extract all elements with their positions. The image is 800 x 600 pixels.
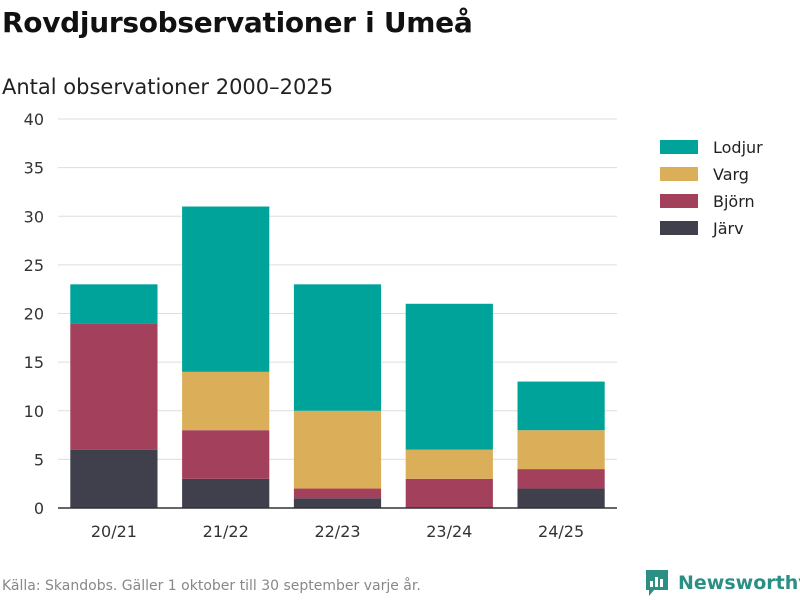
- y-tick-label: 30: [24, 207, 44, 226]
- bar-bj-rn: [293, 488, 382, 499]
- bar-j-rv: [70, 449, 158, 508]
- bar-varg: [182, 371, 270, 431]
- y-tick-label: 40: [24, 110, 44, 129]
- brand: Newsworthy: [644, 568, 800, 598]
- y-tick-label: 20: [24, 305, 44, 324]
- bar-j-rv: [182, 478, 270, 508]
- x-tick-label: 21/22: [203, 522, 249, 541]
- legend-swatch: [660, 194, 698, 208]
- newsworthy-logo-icon: [646, 570, 668, 596]
- legend-swatch: [660, 167, 698, 181]
- bar-lodjur: [405, 303, 493, 450]
- x-tick-label: 24/25: [538, 522, 584, 541]
- bar-lodjur: [182, 206, 270, 372]
- y-tick-label: 15: [24, 353, 44, 372]
- brand-name: Newsworthy: [678, 572, 800, 594]
- x-tick-label: 20/21: [91, 522, 137, 541]
- chart-subtitle: Antal observationer 2000–2025: [2, 75, 334, 99]
- legend-label: Järv: [712, 219, 744, 238]
- legend-swatch: [660, 221, 698, 235]
- bar-bj-rn: [517, 469, 605, 489]
- source-note: Källa: Skandobs. Gäller 1 oktober till 3…: [2, 578, 421, 594]
- x-tick-label: 23/24: [426, 522, 472, 541]
- y-tick-label: 25: [24, 256, 44, 275]
- bar-lodjur: [517, 381, 605, 431]
- legend-swatch: [660, 140, 698, 154]
- bar-lodjur: [70, 284, 158, 324]
- bar-bj-rn: [182, 430, 270, 479]
- bar-lodjur: [293, 284, 382, 411]
- bar-bj-rn: [70, 323, 158, 450]
- y-tick-label: 10: [24, 402, 44, 421]
- legend-label: Varg: [713, 165, 749, 184]
- y-tick-label: 35: [24, 159, 44, 178]
- bar-bj-rn: [405, 478, 493, 508]
- chart-title: Rovdjursobservationer i Umeå: [2, 6, 473, 39]
- x-tick-label: 22/23: [314, 522, 360, 541]
- bar-j-rv: [517, 488, 605, 508]
- bar-varg: [293, 410, 382, 489]
- legend-label: Lodjur: [713, 138, 763, 157]
- bar-j-rv: [293, 498, 382, 508]
- bar-varg: [517, 430, 605, 470]
- bar-varg: [405, 449, 493, 479]
- y-tick-label: 0: [34, 499, 44, 518]
- legend-label: Björn: [713, 192, 755, 211]
- y-tick-label: 5: [34, 450, 44, 469]
